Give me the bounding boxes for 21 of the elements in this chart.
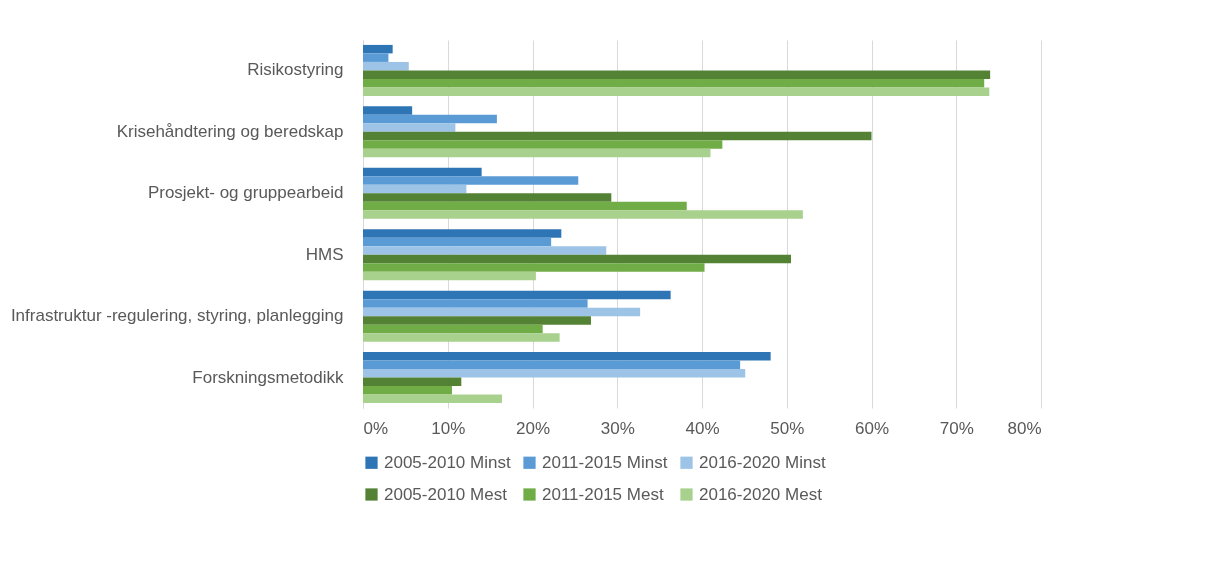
y-tick-label: Risikostyring bbox=[247, 60, 344, 80]
y-tick-label: Forskningsmetodikk bbox=[192, 367, 344, 387]
x-tick-label: 40% bbox=[685, 418, 720, 438]
legend-label: 2011-2015 Minst bbox=[542, 452, 668, 472]
legend-label: 2005-2010 Minst bbox=[384, 452, 511, 472]
legend-label: 2016-2020 Minst bbox=[699, 452, 826, 472]
legend-label: 2011-2015 Mest bbox=[542, 484, 664, 504]
x-tick-label: 70% bbox=[939, 418, 974, 438]
x-tick-label: 0% bbox=[363, 418, 389, 438]
x-tick-label: 50% bbox=[770, 418, 805, 438]
x-tick-label: 80% bbox=[1007, 418, 1042, 438]
legend-label: 2005-2010 Mest bbox=[384, 484, 508, 504]
y-tick-label: HMS bbox=[305, 244, 344, 264]
y-tick-label: Infrastruktur -regulering, styring, planlegging bbox=[10, 306, 344, 326]
x-tick-label: 60% bbox=[854, 418, 890, 438]
legend-label: 2016-2020 Mest bbox=[699, 484, 823, 504]
y-tick-label: Prosjekt- og gruppearbeid bbox=[147, 183, 344, 203]
x-tick-label: 20% bbox=[515, 418, 551, 438]
x-tick-label: 10% bbox=[431, 418, 466, 438]
x-tick-label: 30% bbox=[600, 418, 635, 438]
y-tick-label: Krisehåndtering og beredskap bbox=[116, 121, 344, 141]
